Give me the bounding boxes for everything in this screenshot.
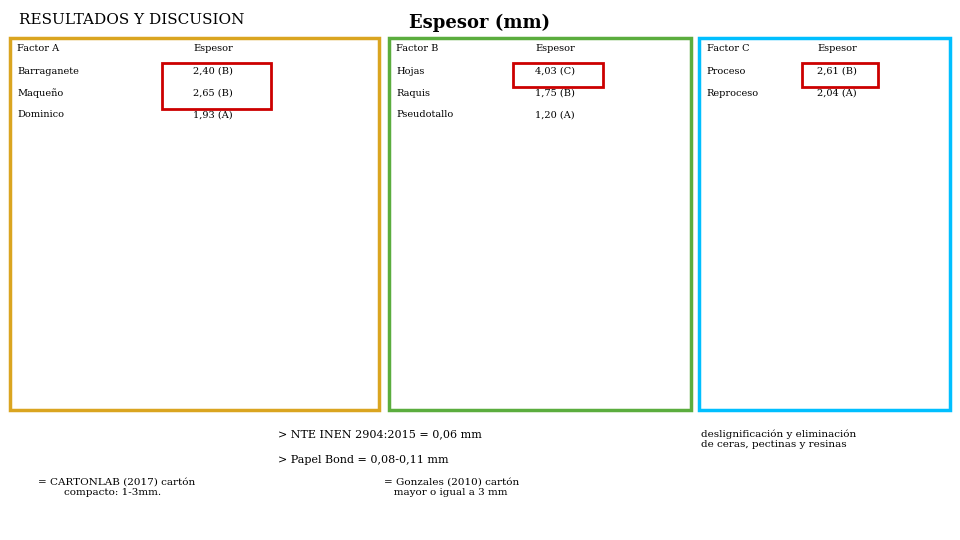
Bar [862,241,910,332]
Bar [87,244,141,320]
Text: 1,20 (A): 1,20 (A) [536,110,575,119]
Text: Raquis: Raquis [396,89,430,98]
Text: deslignificación y eliminación
de ceras, pectinas y resinas: deslignificación y eliminación de ceras,… [701,429,856,449]
Text: 2,40: 2,40 [92,286,116,295]
Bar [612,324,655,341]
Text: Reproceso: Reproceso [707,89,758,98]
Text: Hojas: Hojas [396,67,425,76]
Bar [774,208,822,323]
Text: 2,61 (B): 2,61 (B) [817,67,857,76]
Text: = Gonzales (2010) cartón
   mayor o igual a 3 mm: = Gonzales (2010) cartón mayor o igual a… [384,478,519,497]
Text: Proceso: Proceso [707,67,746,76]
Text: Barraganete: Barraganete [17,67,79,76]
Text: 2,61: 2,61 [778,268,802,276]
Text: 1,20: 1,20 [616,336,640,346]
Text: 2,04: 2,04 [866,294,890,303]
Text: RESULTADOS Y DISCUSION: RESULTADOS Y DISCUSION [19,14,245,28]
Text: Espesor: Espesor [817,44,857,53]
Text: Maqueño: Maqueño [17,89,63,98]
Text: 1,75 (B): 1,75 (B) [535,89,575,98]
Text: 4,03: 4,03 [464,217,488,226]
Text: 2,65 (B): 2,65 (B) [193,89,232,98]
Text: Espesor: Espesor [536,44,575,53]
Text: 2,04 (A): 2,04 (A) [817,89,857,98]
Text: 1,93 (A): 1,93 (A) [193,110,232,119]
Text: Espesor: Espesor [193,44,232,53]
Text: > Papel Bond = 0,08-0,11 mm: > Papel Bond = 0,08-0,11 mm [278,455,449,465]
Text: 1,93: 1,93 [190,306,213,315]
Text: 1,75: 1,75 [540,313,564,322]
Text: Pseudotallo: Pseudotallo [396,110,454,119]
Text: Espesor (mm): Espesor (mm) [409,14,551,32]
Text: Factor B: Factor B [396,44,439,53]
Bar [282,219,336,322]
Text: 4,03 (C): 4,03 (C) [535,67,575,76]
Bar [460,211,502,235]
Text: > NTE INEN 2904:2015 = 0,06 mm: > NTE INEN 2904:2015 = 0,06 mm [278,429,482,440]
Text: Factor A: Factor A [17,44,60,53]
Bar [185,265,238,349]
Text: Dominico: Dominico [17,110,64,119]
Text: 2,65: 2,65 [287,275,311,285]
Text: = CARTONLAB (2017) cartón
        compacto: 1-3mm.: = CARTONLAB (2017) cartón compacto: 1-3m… [38,478,196,497]
Text: 2,40 (B): 2,40 (B) [193,67,233,76]
Bar [537,299,578,316]
Text: Factor C: Factor C [707,44,749,53]
